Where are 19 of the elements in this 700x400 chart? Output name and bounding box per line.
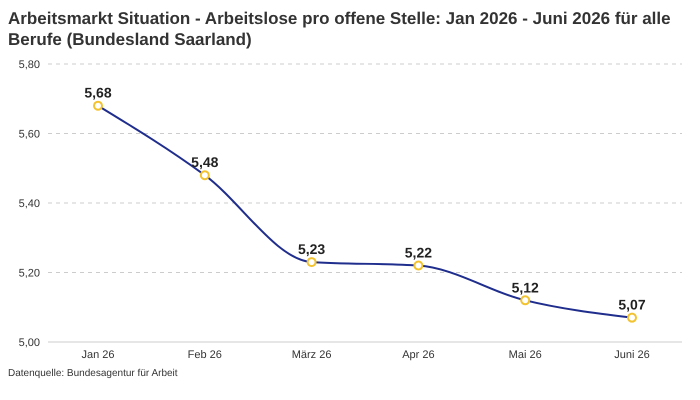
x-tick-label: Apr 26 [402,348,435,361]
y-tick-label: 5,40 [18,198,40,210]
y-tick-label: 5,20 [18,267,40,280]
y-tick-label: 5,60 [18,128,40,140]
data-label: 5,22 [404,244,432,261]
x-tick-label: März 26 [292,348,332,361]
data-label: 5,68 [84,84,112,101]
data-label: 5,12 [512,279,540,296]
data-label: 5,48 [191,154,219,170]
x-tick-label: Mai 26 [508,348,542,361]
text: Datenquelle: Bundesagentur für Arbeit [8,368,179,379]
chart-title: Arbeitsmarkt Situation - Arbeitslose pro offene Stelle: Jan 2026 - Juni 2026 für alle Berufe (Bundesland Saarland) [8,8,672,50]
x-tick-label: Jan 26 [81,348,115,361]
data-label: 5,23 [298,241,326,258]
x-tick-label: Juni 26 [614,348,650,361]
x-tick-label: Feb 26 [188,348,222,361]
y-tick-label: 5,00 [18,336,40,349]
y-tick-label: 5,80 [18,58,40,71]
data-label: 5,07 [618,296,646,313]
